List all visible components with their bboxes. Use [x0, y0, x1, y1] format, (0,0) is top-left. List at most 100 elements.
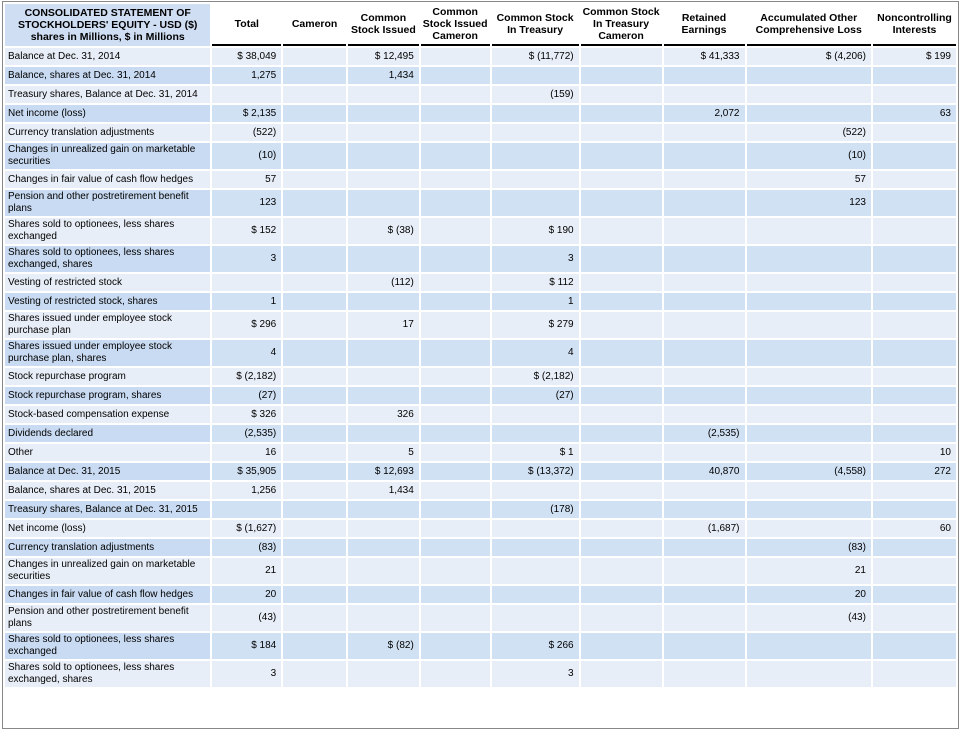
table-cell: [347, 387, 419, 404]
row-label: Shares sold to optionees, less shares ex…: [5, 218, 211, 244]
table-cell: [663, 246, 745, 272]
table-row: Balance, shares at Dec. 31, 2014 1,275 1,4…: [5, 67, 956, 84]
table-cell: [580, 586, 662, 603]
table-cell: [491, 171, 579, 188]
table-cell: [663, 293, 745, 310]
table-cell: 1: [491, 293, 579, 310]
table-cell: [580, 143, 662, 169]
header-row: CONSOLIDATED STATEMENT OF STOCKHOLDERS' …: [5, 4, 956, 46]
table-cell: [420, 67, 490, 84]
row-label: Changes in unrealized gain on marketable…: [5, 143, 211, 169]
table-row: Currency translation adjustments (522) (52…: [5, 124, 956, 141]
table-cell: [746, 246, 871, 272]
table-cell: [283, 105, 346, 122]
table-cell: [491, 105, 579, 122]
table-cell: [580, 463, 662, 480]
table-cell: [347, 425, 419, 442]
table-cell: [580, 661, 662, 687]
table-cell: [347, 501, 419, 518]
table-cell: [663, 67, 745, 84]
table-cell: [283, 463, 346, 480]
table-title: CONSOLIDATED STATEMENT OF STOCKHOLDERS' …: [5, 4, 211, 46]
table-cell: 1,256: [212, 482, 282, 499]
table-cell: [663, 406, 745, 423]
table-cell: [491, 520, 579, 537]
table-cell: [283, 218, 346, 244]
table-row: Pension and other postretirement benefit…: [5, 190, 956, 216]
table-cell: $ 38,049: [212, 48, 282, 65]
table-cell: 1,275: [212, 67, 282, 84]
table-cell: [872, 586, 956, 603]
table-row: Net income (loss) $ (1,627) (1,687) 60: [5, 520, 956, 537]
table-cell: [420, 520, 490, 537]
table-cell: [347, 86, 419, 103]
table-cell: [663, 558, 745, 584]
table-cell: 17: [347, 312, 419, 338]
table-cell: [872, 143, 956, 169]
table-cell: [347, 520, 419, 537]
table-cell: [580, 633, 662, 659]
table-cell: [872, 633, 956, 659]
table-row: Stock repurchase program, shares (27) (27): [5, 387, 956, 404]
table-cell: [746, 293, 871, 310]
table-cell: $ 2,135: [212, 105, 282, 122]
row-label: Balance, shares at Dec. 31, 2015: [5, 482, 211, 499]
table-cell: [580, 171, 662, 188]
table-cell: [663, 368, 745, 385]
table-cell: [347, 368, 419, 385]
table-cell: (43): [746, 605, 871, 631]
table-cell: 5: [347, 444, 419, 461]
table-cell: [663, 86, 745, 103]
table-cell: [872, 340, 956, 366]
table-cell: [347, 539, 419, 556]
table-cell: [420, 218, 490, 244]
table-cell: [872, 661, 956, 687]
table-cell: 4: [212, 340, 282, 366]
table-cell: [283, 368, 346, 385]
table-cell: [663, 218, 745, 244]
table-cell: $ 184: [212, 633, 282, 659]
table-cell: [283, 86, 346, 103]
column-header: Common Stock Issued: [347, 4, 419, 46]
table-cell: [420, 340, 490, 366]
row-label: Treasury shares, Balance at Dec. 31, 201…: [5, 86, 211, 103]
table-cell: [663, 190, 745, 216]
table-cell: (522): [212, 124, 282, 141]
table-cell: [420, 406, 490, 423]
table-cell: 2,072: [663, 105, 745, 122]
table-cell: [420, 387, 490, 404]
table-cell: [746, 105, 871, 122]
table-row: Shares issued under employee stock purch…: [5, 312, 956, 338]
row-label: Other: [5, 444, 211, 461]
table-cell: [580, 368, 662, 385]
table-cell: [663, 605, 745, 631]
table-cell: [283, 124, 346, 141]
table-row: Stock-based compensation expense $ 326 326: [5, 406, 956, 423]
table-cell: [491, 425, 579, 442]
table-cell: [347, 143, 419, 169]
table-cell: [491, 124, 579, 141]
row-label: Vesting of restricted stock, shares: [5, 293, 211, 310]
table-cell: [283, 340, 346, 366]
table-cell: [872, 218, 956, 244]
table-cell: $ 12,495: [347, 48, 419, 65]
table-cell: 57: [212, 171, 282, 188]
table-cell: $ 279: [491, 312, 579, 338]
table-cell: [347, 190, 419, 216]
table-cell: [580, 86, 662, 103]
table-cell: [580, 105, 662, 122]
column-header: Common Stock Issued Cameron: [420, 4, 490, 46]
row-label: Stock repurchase program, shares: [5, 387, 211, 404]
table-cell: [746, 406, 871, 423]
table-cell: [420, 558, 490, 584]
table-cell: [347, 105, 419, 122]
table-cell: [420, 539, 490, 556]
table-row: Treasury shares, Balance at Dec. 31, 201…: [5, 501, 956, 518]
table-cell: $ (1,627): [212, 520, 282, 537]
table-cell: 1: [212, 293, 282, 310]
table-cell: 326: [347, 406, 419, 423]
table-cell: [580, 218, 662, 244]
table-cell: (4,558): [746, 463, 871, 480]
table-cell: [420, 605, 490, 631]
table-cell: [746, 633, 871, 659]
